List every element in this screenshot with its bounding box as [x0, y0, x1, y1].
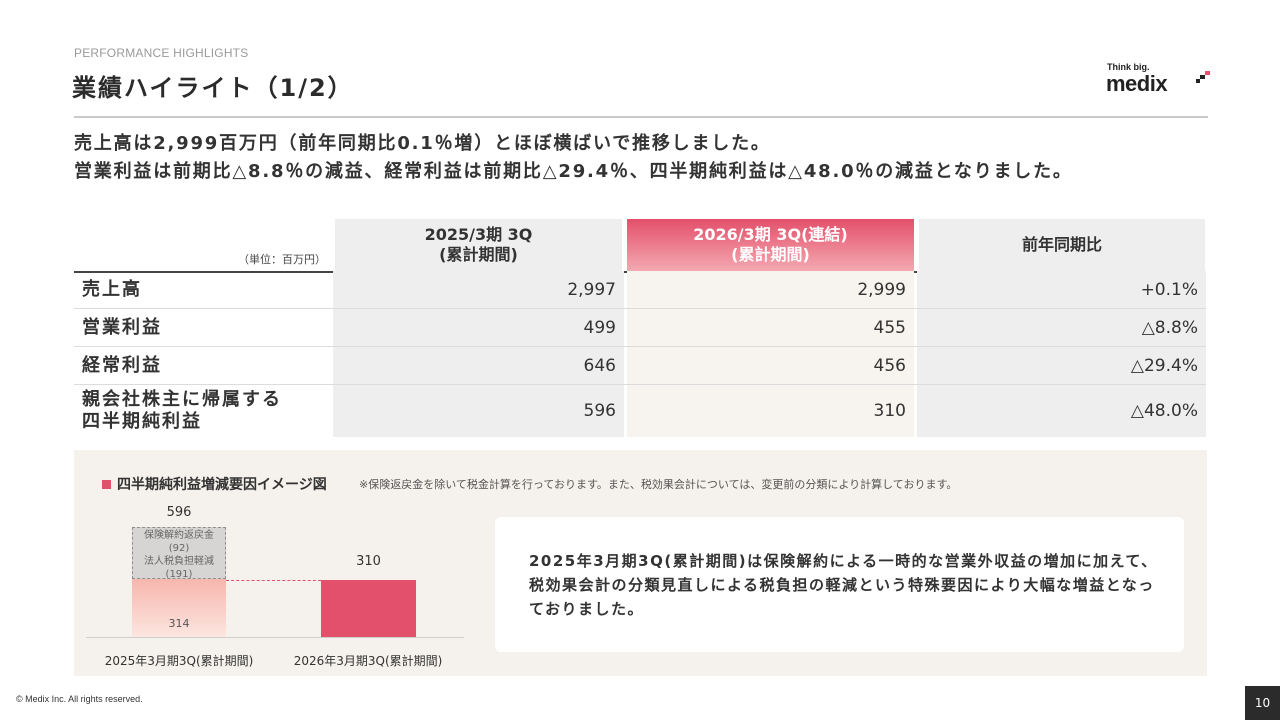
adjustment-labels: 保険解約返戻金 (92) 法人税負担軽減 (191): [132, 529, 226, 581]
cell-yoy: △48.0%: [917, 385, 1206, 437]
chart-baseline: [86, 637, 464, 638]
copyright: © Medix Inc. All rights reserved.: [16, 694, 143, 704]
row-label-text: 経常利益: [82, 355, 162, 376]
row-label-text: 親会社株主に帰属する: [82, 389, 282, 410]
cell-prev: 596: [333, 385, 624, 437]
cell-yoy: +0.1%: [917, 271, 1206, 309]
panel-note: ※保険返戻金を除いて税金計算を行っております。また、税効果会計については、変更前…: [359, 478, 958, 491]
logo-tagline: Think big.: [1107, 62, 1150, 72]
header-current-period: 2026/3期 3Q(連結) (累計期間): [627, 219, 914, 271]
bridge-panel: 四半期純利益増減要因イメージ図 ※保険返戻金を除いて税金計算を行っております。ま…: [74, 450, 1207, 676]
bar-current-label: 310: [356, 553, 381, 569]
logo-wordmark: medix: [1106, 71, 1168, 96]
cell-current: 456: [627, 347, 914, 385]
row-label-text: 四半期純利益: [82, 411, 202, 432]
bar-prev-adjustment: [132, 526, 226, 580]
header-prev-period: 2025/3期 3Q (累計期間): [335, 219, 622, 271]
square-bullet-icon: [102, 479, 111, 489]
row-divider: [74, 384, 1206, 385]
table-row: 売上高 2,997 2,999 +0.1%: [74, 271, 1206, 309]
row-divider: [74, 308, 1206, 309]
table-row: 親会社株主に帰属する 四半期純利益 596 310 △48.0%: [74, 385, 1206, 437]
x-tick-label: 2026年3月期3Q(累計期間): [293, 654, 443, 668]
header-cur-line-1: 2026/3期 3Q(連結): [693, 225, 848, 244]
page-number: 10: [1245, 686, 1280, 720]
cell-prev: 2,997: [333, 271, 624, 309]
cell-yoy: △29.4%: [917, 347, 1206, 385]
panel-title-text: 四半期純利益増減要因イメージ図: [117, 477, 327, 493]
lead-line-2: 営業利益は前期比△8.8％の減益、経常利益は前期比△29.4％、四半期純利益は△…: [74, 161, 1073, 182]
page-title: 業績ハイライト（1/2）: [72, 74, 354, 102]
table-row: 経常利益 646 456 △29.4%: [74, 347, 1206, 385]
header-prev-line-2: (累計期間): [439, 245, 518, 264]
lead-summary: 売上高は2,999百万円（前年同期比0.1％増）とほぼ横ばいで推移しました。 営…: [74, 130, 1073, 186]
company-logo: Think big. medix: [1106, 62, 1210, 98]
cell-current: 2,999: [627, 271, 914, 309]
row-divider: [74, 346, 1206, 347]
bridge-chart: 314 保険解約返戻金 (92) 法人税負担軽減 (191) 596 310 2025年3月期…: [74, 450, 494, 676]
section-eyebrow: PERFORMANCE HIGHLIGHTS: [74, 46, 249, 60]
unit-label: （単位：百万円）: [238, 253, 326, 266]
title-divider: [74, 116, 1208, 118]
row-label: 営業利益: [82, 309, 162, 347]
logo-mark-icon: [1196, 71, 1210, 83]
cell-current: 310: [627, 385, 914, 437]
cell-current: 455: [627, 309, 914, 347]
bar-prev-base: [132, 579, 226, 637]
row-label-text: 営業利益: [82, 317, 162, 338]
adjustment-label: 法人税負担軽減: [144, 555, 214, 567]
panel-title: 四半期純利益増減要因イメージ図: [102, 474, 327, 494]
cell-prev: 499: [333, 309, 624, 347]
row-label-text: 売上高: [82, 279, 142, 300]
cell-prev: 646: [333, 347, 624, 385]
results-table: （単位：百万円） 2025/3期 3Q (累計期間) 2026/3期 3Q(連結…: [74, 219, 1206, 437]
bar-connector: [226, 579, 321, 581]
row-label: 経常利益: [82, 347, 162, 385]
header-prev-line-1: 2025/3期 3Q: [424, 225, 533, 244]
table-row: 営業利益 499 455 △8.8%: [74, 309, 1206, 347]
header-yoy: 前年同期比: [919, 219, 1205, 271]
lead-line-1: 売上高は2,999百万円（前年同期比0.1％増）とほぼ横ばいで推移しました。: [74, 133, 771, 154]
row-label: 売上高: [82, 271, 142, 309]
bar-prev-total-label: 596: [166, 504, 192, 520]
table-header: （単位：百万円） 2025/3期 3Q (累計期間) 2026/3期 3Q(連結…: [74, 219, 1206, 273]
x-tick-label: 2025年3月期3Q(累計期間): [104, 654, 254, 668]
adjustment-label: (191): [165, 568, 193, 580]
header-cur-line-2: (累計期間): [731, 245, 810, 264]
bar-prev-base-label: 314: [168, 617, 190, 630]
bar-current: [321, 579, 416, 637]
adjustment-label: (92): [168, 542, 190, 554]
explanation-text: 2025年3月期3Q(累計期間)は保険解約による一時的な営業外収益の増加に加えて…: [529, 552, 1158, 618]
explanation-box: 2025年3月期3Q(累計期間)は保険解約による一時的な営業外収益の増加に加えて…: [495, 517, 1184, 652]
adjustment-label: 保険解約返戻金: [144, 529, 214, 541]
row-label: 親会社株主に帰属する 四半期純利益: [82, 385, 282, 437]
cell-yoy: △8.8%: [917, 309, 1206, 347]
